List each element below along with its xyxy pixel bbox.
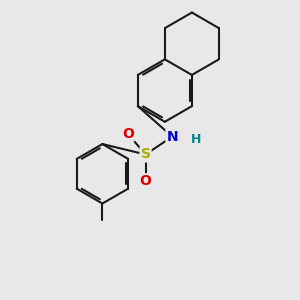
Text: N: N: [167, 130, 178, 144]
Text: O: O: [140, 174, 152, 188]
Text: H: H: [191, 133, 201, 146]
Text: O: O: [122, 127, 134, 141]
Text: S: S: [140, 148, 151, 161]
